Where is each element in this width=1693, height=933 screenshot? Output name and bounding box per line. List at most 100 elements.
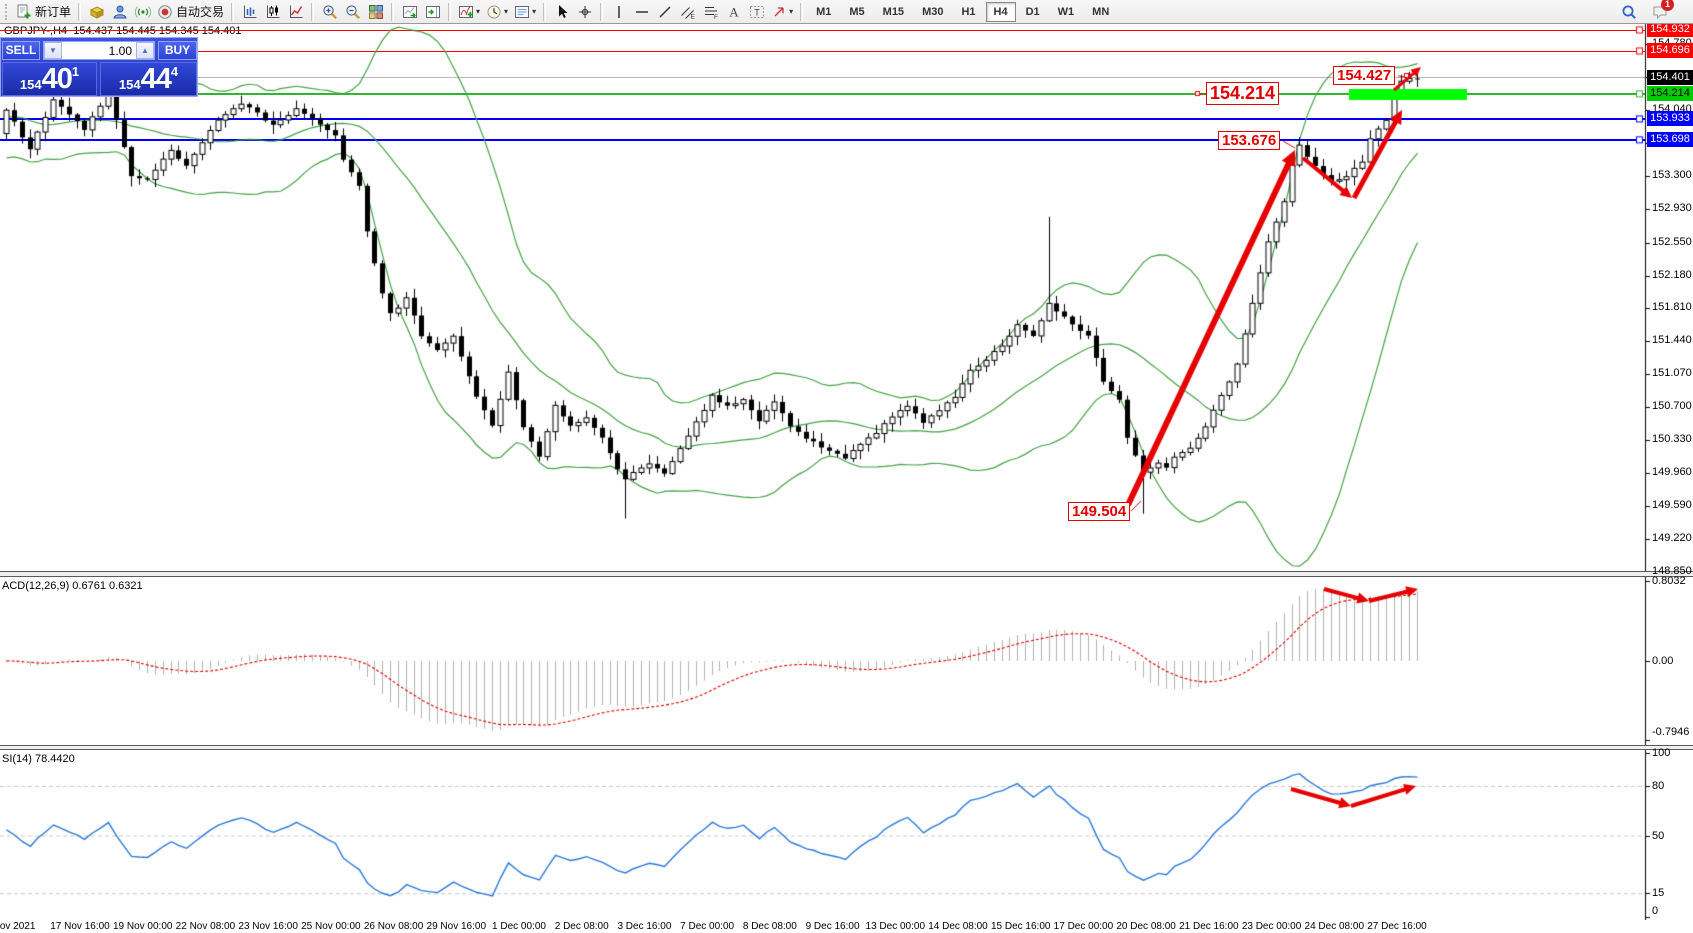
zoom-out-icon — [345, 4, 361, 20]
line-chart-button[interactable] — [284, 1, 307, 22]
text-label-button[interactable]: T — [745, 1, 768, 22]
templates-button[interactable]: ▾ — [511, 1, 539, 22]
time-axis-label: 21 Dec 16:00 — [1179, 921, 1239, 932]
timeframe-m15-button[interactable]: M15 — [882, 5, 905, 18]
timeframe-d1-button[interactable]: D1 — [1025, 5, 1040, 18]
zoom-out-button[interactable] — [341, 1, 364, 22]
volume-input[interactable] — [62, 42, 136, 59]
text-button[interactable]: A — [722, 1, 745, 22]
price-annotation-label[interactable]: 154.427 — [1333, 66, 1396, 85]
price-annotation-label[interactable]: 149.504 — [1068, 502, 1131, 521]
price-tick-label: 148.850 — [1652, 565, 1692, 577]
volume-decrease-button[interactable]: ▼ — [44, 42, 62, 59]
navigator-icon — [112, 4, 128, 20]
arrows-icon — [771, 4, 787, 20]
zoom-in-button[interactable] — [318, 1, 341, 22]
rsi-pane-label: SI(14) 78.4420 — [2, 753, 75, 765]
toolbar-separator — [311, 2, 315, 21]
tile-windows-icon — [368, 4, 384, 20]
chart-shift-button[interactable] — [421, 1, 444, 22]
timeframe-mn-button[interactable]: MN — [1092, 5, 1110, 18]
horizontal-line-icon — [634, 4, 650, 20]
price-annotation-label[interactable]: 153.676 — [1218, 131, 1281, 150]
equidistant-channel-button[interactable]: E — [676, 1, 699, 22]
vertical-line-button[interactable] — [607, 1, 630, 22]
arrows-button[interactable]: ▾ — [768, 1, 796, 22]
volume-increase-button[interactable]: ▲ — [136, 42, 154, 59]
price-level-label[interactable]: 154.932 — [1647, 22, 1693, 38]
price-level-label[interactable]: 154.401 — [1647, 69, 1693, 85]
volume-stepper: ▼ ▲ — [43, 41, 155, 60]
new-order-icon — [16, 4, 32, 20]
market-watch-button[interactable] — [85, 1, 108, 22]
cursor-button[interactable] — [550, 1, 573, 22]
cursor-icon — [554, 4, 570, 20]
timeframe-m30-button[interactable]: M30 — [922, 5, 944, 18]
bar-chart-button[interactable] — [238, 1, 261, 22]
buy-price[interactable]: 154 44 4 — [100, 62, 197, 96]
signals-icon — [134, 4, 151, 20]
new-order-label: 新订单 — [35, 5, 72, 19]
horizontal-line-button[interactable] — [630, 1, 653, 22]
signals-button[interactable] — [131, 1, 154, 22]
tile-windows-button[interactable] — [364, 1, 387, 22]
chevron-down-icon[interactable]: ▾ — [504, 7, 509, 16]
periods-button[interactable]: ▾ — [483, 1, 511, 22]
macd-scale-label: -0.7946 — [1652, 726, 1690, 738]
chart-shift-icon — [425, 4, 441, 20]
candlestick-chart-button[interactable] — [261, 1, 284, 22]
price-level-label[interactable]: 153.698 — [1647, 132, 1693, 148]
time-axis-label: 1 Dec 00:00 — [492, 921, 546, 932]
time-axis-label: 26 Nov 08:00 — [363, 921, 424, 932]
time-axis-label: 14 Dec 08:00 — [928, 921, 988, 932]
vertical-line-icon — [611, 4, 627, 20]
navigator-button[interactable] — [108, 1, 131, 22]
toolbar-grip[interactable] — [5, 3, 10, 20]
chevron-down-icon[interactable]: ▾ — [532, 7, 537, 16]
price-level-label[interactable]: 154.696 — [1647, 43, 1693, 59]
buy-price-base: 154 — [118, 77, 141, 92]
price-tick-label: 152.180 — [1652, 268, 1692, 281]
notifications-button[interactable]: 1 — [1648, 0, 1674, 22]
toolbar-separator — [800, 2, 804, 21]
time-axis-label: 24 Dec 08:00 — [1304, 921, 1365, 932]
new-order-button[interactable]: 新订单 — [13, 1, 74, 22]
price-tick-label: 149.960 — [1652, 466, 1692, 479]
chevron-down-icon[interactable]: ▾ — [476, 7, 481, 16]
crosshair-icon — [577, 4, 593, 20]
rsi-pane-divider[interactable] — [0, 745, 1693, 750]
time-axis-label: 29 Nov 16:00 — [426, 921, 487, 932]
fibonacci-icon: F — [703, 4, 719, 20]
periods-icon — [486, 4, 502, 20]
timeframe-m5-button[interactable]: M5 — [849, 5, 865, 18]
toolbar-right: 1 — [1617, 0, 1674, 22]
timeframe-h4-button[interactable]: H4 — [985, 1, 1016, 22]
chevron-down-icon[interactable]: ▾ — [789, 7, 794, 16]
indicators-button[interactable]: ▾ — [455, 1, 483, 22]
price-level-label[interactable]: 154.214 — [1647, 86, 1693, 102]
price-tick-label: 149.590 — [1652, 499, 1692, 512]
timeframe-m1-button[interactable]: M1 — [816, 5, 832, 18]
auto-scroll-button[interactable] — [398, 1, 421, 22]
timeframe-toolbar: M1 M5 M15 M30 H1 H4 D1 W1 MN — [807, 1, 1118, 22]
price-level-label[interactable]: 153.933 — [1647, 111, 1693, 127]
search-button[interactable] — [1617, 1, 1640, 22]
sell-button[interactable]: SELL — [2, 41, 40, 60]
buy-button[interactable]: BUY — [158, 41, 197, 60]
fibonacci-button[interactable]: F — [699, 1, 722, 22]
macd-scale-label: 0.00 — [1652, 655, 1674, 667]
time-axis-label: 19 Nov 00:00 — [112, 921, 173, 932]
crosshair-button[interactable] — [573, 1, 596, 22]
timeframe-w1-button[interactable]: W1 — [1057, 5, 1075, 18]
trendline-button[interactable] — [653, 1, 676, 22]
sell-price[interactable]: 154 40 1 — [2, 62, 97, 96]
text-label-icon: T — [749, 4, 765, 20]
auto-trading-button[interactable]: 自动交易 — [154, 1, 227, 22]
timeframe-h1-button[interactable]: H1 — [961, 5, 976, 18]
macd-pane-divider[interactable] — [0, 571, 1693, 577]
price-tick-label: 152.930 — [1652, 201, 1692, 214]
price-annotation-label[interactable]: 154.214 — [1206, 82, 1280, 105]
price-tick-label: 150.330 — [1652, 433, 1692, 446]
